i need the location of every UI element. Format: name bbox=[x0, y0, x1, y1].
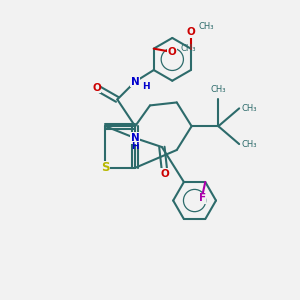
Text: CH₃: CH₃ bbox=[242, 140, 257, 148]
Text: CH₃: CH₃ bbox=[242, 104, 257, 113]
Text: N: N bbox=[131, 76, 140, 87]
Text: H: H bbox=[131, 142, 139, 151]
Text: O: O bbox=[92, 82, 101, 93]
Text: S: S bbox=[101, 161, 110, 174]
Text: CH₃: CH₃ bbox=[181, 44, 196, 52]
Text: N: N bbox=[131, 133, 140, 143]
Text: H: H bbox=[142, 82, 149, 91]
Text: O: O bbox=[160, 169, 169, 179]
Text: CH₃: CH₃ bbox=[198, 22, 214, 31]
Text: F: F bbox=[199, 193, 206, 203]
Text: O: O bbox=[186, 27, 195, 37]
Text: O: O bbox=[167, 46, 176, 57]
Text: CH₃: CH₃ bbox=[211, 85, 226, 94]
